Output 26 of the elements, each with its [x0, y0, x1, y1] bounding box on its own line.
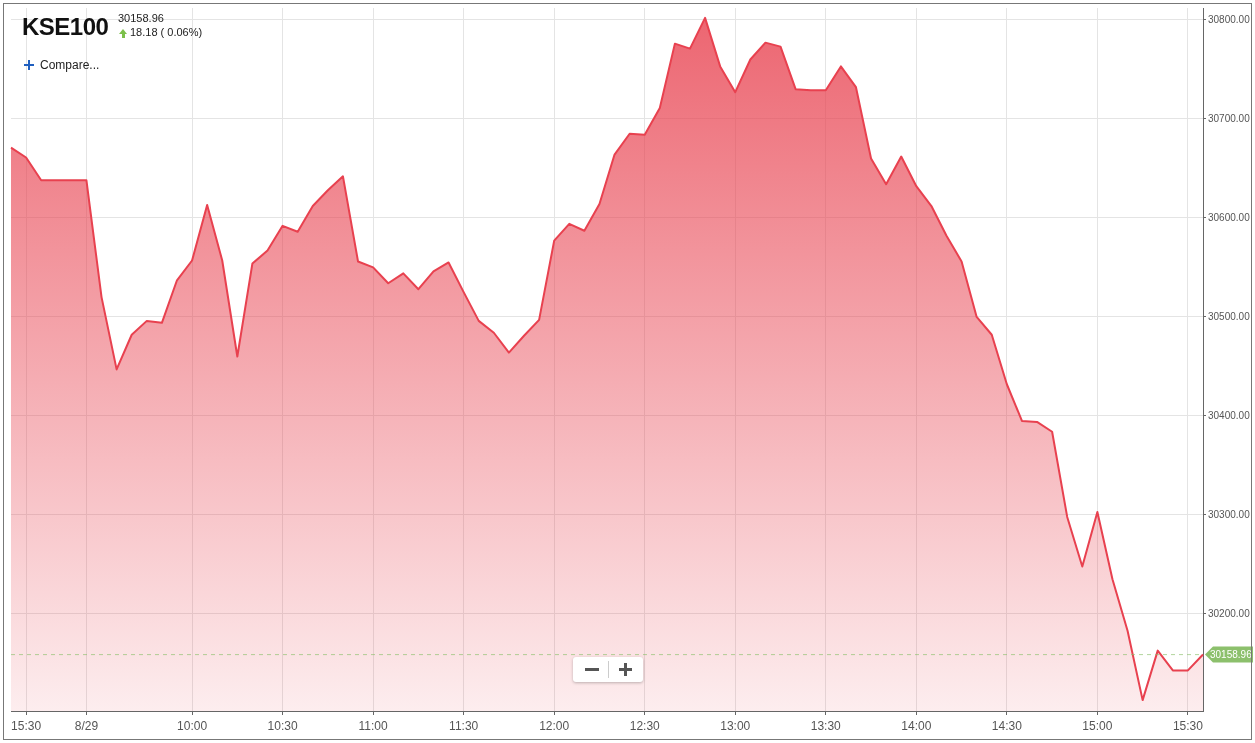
x-tick-label: 11:30 — [449, 718, 479, 733]
x-tick-label: 13:30 — [810, 718, 842, 733]
y-tick-label: 30800.00 — [1208, 13, 1251, 25]
x-tick-label: 15:30 — [11, 718, 42, 733]
x-tick-label: 12:30 — [629, 718, 661, 733]
x-tick-label: 13:00 — [720, 718, 751, 733]
x-tick-label: 15:30 — [1172, 718, 1204, 733]
y-tick-label: 30400.00 — [1208, 409, 1251, 421]
annotation: Compare... — [40, 58, 100, 72]
y-tick-label: 30500.00 — [1208, 310, 1251, 322]
ref-line-label: 30158.96 — [1210, 649, 1253, 661]
y-tick-label: 30200.00 — [1208, 607, 1251, 619]
chart-subtitle: 30158.96 — [118, 12, 164, 24]
x-tick-label: 8/29 — [74, 718, 99, 733]
annotation: 18.18 ( 0.06%) — [130, 26, 203, 38]
y-tick-label: 30300.00 — [1208, 508, 1251, 520]
x-tick-label: 10:00 — [177, 718, 208, 733]
x-tick-label: 10:30 — [267, 718, 298, 733]
y-tick-label: 30600.00 — [1208, 211, 1251, 223]
x-tick-label: 12:00 — [539, 718, 570, 733]
x-tick-label: 15:00 — [1082, 718, 1113, 733]
x-tick-label: 14:30 — [991, 718, 1023, 733]
x-tick-label: 14:00 — [901, 718, 932, 733]
x-tick-label: 11:00 — [358, 718, 389, 733]
chart-title: KSE100 — [22, 13, 109, 41]
y-tick-label: 30700.00 — [1208, 112, 1251, 124]
